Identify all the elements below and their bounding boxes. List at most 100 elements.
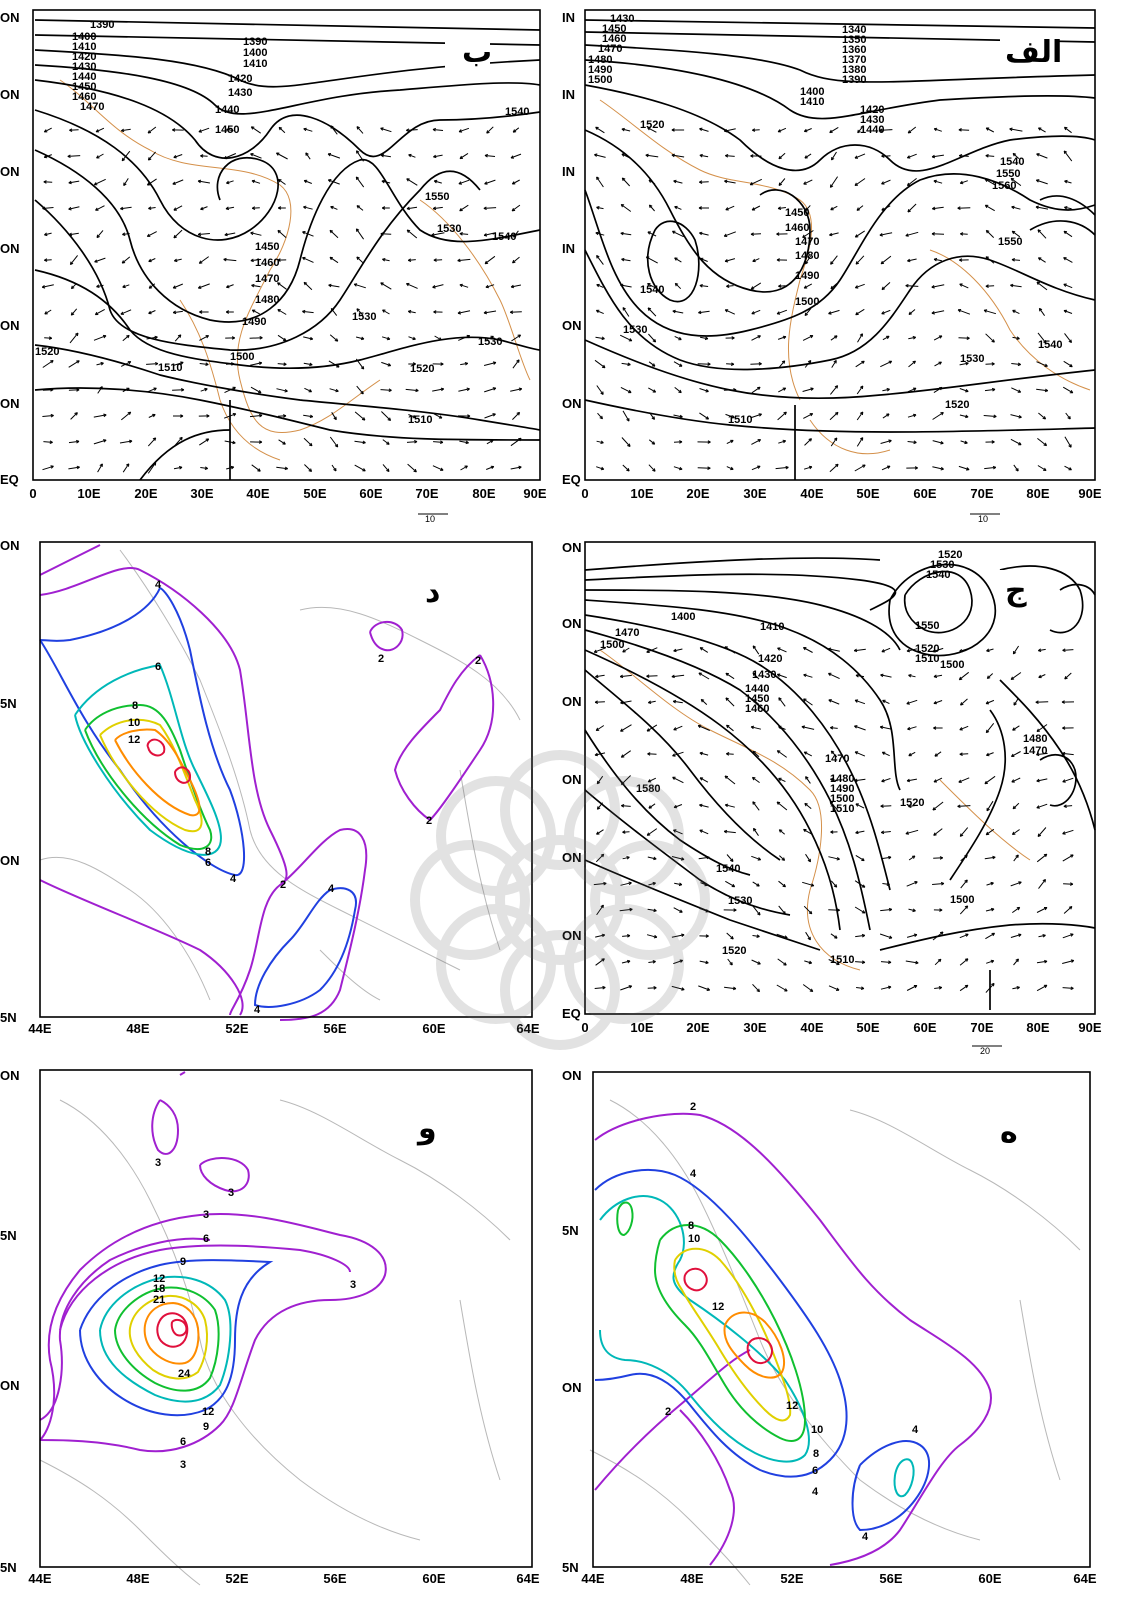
contour-labels: 1520 1530 1540 1400 1470 1500 1410 1420 … xyxy=(600,549,1047,966)
wind-vector xyxy=(726,724,734,732)
wind-vector-head xyxy=(223,155,228,160)
wind-vector-head xyxy=(757,386,761,391)
wind-vector xyxy=(907,726,917,730)
contour-label: 10 xyxy=(811,1424,823,1436)
wind-vector-head xyxy=(854,155,859,159)
wind-vector-head xyxy=(43,129,48,133)
wind-vector-head xyxy=(933,779,938,783)
wind-vector-head xyxy=(990,907,995,912)
wind-vector xyxy=(459,204,469,212)
wind-vector xyxy=(648,803,656,809)
contour-label: 2 xyxy=(690,1101,696,1113)
wind-vector-head xyxy=(414,439,418,444)
wind-vector xyxy=(620,232,632,236)
wind-vector-head xyxy=(1035,205,1039,210)
wind-vector-head xyxy=(1043,442,1048,447)
x-tick-label: 40E xyxy=(800,486,823,501)
wind-vector-head xyxy=(906,155,911,159)
y-tick-label: IN xyxy=(562,87,575,102)
wind-vector xyxy=(406,178,418,186)
x-tick-label: 56E xyxy=(323,1571,346,1586)
wind-vector-head xyxy=(302,309,306,314)
wind-vector xyxy=(147,387,157,393)
wind-vector xyxy=(250,153,262,159)
wind-vector xyxy=(752,129,760,131)
wind-vector-head xyxy=(856,207,861,211)
wind-vector-head xyxy=(652,468,656,472)
wind-vector xyxy=(44,154,52,158)
wind-vector xyxy=(329,436,339,448)
wind-vector xyxy=(485,284,495,288)
wind-vector-head xyxy=(991,362,995,366)
contour-labels: 2 4 8 10 12 12 10 8 6 4 4 4 2 xyxy=(665,1101,919,1543)
wind-vector xyxy=(830,255,838,265)
wind-vector xyxy=(881,205,891,211)
wind-vector xyxy=(854,880,866,888)
y-tick-labels: 5N ON 5N ON xyxy=(0,538,20,1025)
wind-vector xyxy=(830,727,838,729)
wind-vector-head xyxy=(699,803,703,808)
isolines xyxy=(594,1112,992,1566)
wind-vector-head xyxy=(595,674,599,679)
wind-vector-head xyxy=(232,413,237,417)
wind-vector xyxy=(460,362,468,366)
wind-vector-head xyxy=(886,335,890,340)
wind-vector xyxy=(724,309,736,315)
wind-vector-head xyxy=(459,232,463,236)
wind-vector-head xyxy=(223,257,227,262)
wind-vector xyxy=(596,255,604,265)
plot-frame xyxy=(32,9,541,481)
wind-vector-head xyxy=(433,154,437,159)
wind-vector xyxy=(671,985,685,991)
contour-label: 1410 xyxy=(800,96,824,108)
wind-vector-head xyxy=(1062,751,1066,756)
wind-vector xyxy=(249,337,263,339)
wind-vector-head xyxy=(782,439,787,444)
wind-vector xyxy=(932,412,944,420)
wind-vector xyxy=(726,753,734,755)
x-tick-label: 30E xyxy=(190,486,213,501)
wind-vector-head xyxy=(752,699,757,703)
wind-vector xyxy=(593,882,607,886)
wind-vector-head xyxy=(41,285,46,289)
wind-vector xyxy=(1011,206,1021,210)
wind-vector xyxy=(751,309,761,315)
wind-vector xyxy=(1010,438,1022,446)
wind-vector xyxy=(648,333,656,343)
wind-vector-head xyxy=(308,468,313,472)
wind-vector-head xyxy=(1012,727,1016,731)
wind-vector-head xyxy=(483,310,488,315)
wind-vector-head xyxy=(699,180,703,184)
wind-vector xyxy=(355,336,365,340)
wind-vector xyxy=(933,674,943,678)
wind-vector xyxy=(1036,853,1048,863)
wind-vector xyxy=(802,984,814,992)
wind-vector-head xyxy=(466,387,470,392)
wind-vector xyxy=(224,153,236,159)
wind-vector xyxy=(434,335,442,341)
wind-vector xyxy=(44,337,52,339)
wind-vector-head xyxy=(828,311,832,315)
wind-vector-head xyxy=(1017,389,1022,393)
wind-vector-head xyxy=(621,804,625,808)
wind-vector-head xyxy=(518,465,522,470)
wind-vector-head xyxy=(776,311,781,315)
contour-label: 1500 xyxy=(230,351,254,363)
wind-vector-head xyxy=(964,984,969,989)
wind-vector xyxy=(1036,752,1048,756)
wind-vector-head xyxy=(776,801,781,805)
wind-vector xyxy=(486,439,494,445)
wind-vector xyxy=(1012,309,1020,315)
wind-vector xyxy=(278,126,286,134)
wind-vector xyxy=(1011,387,1021,393)
y-tick-label: ON xyxy=(0,87,20,102)
wind-vector-head xyxy=(1063,309,1068,314)
wind-vector xyxy=(303,281,313,291)
wind-vector-head xyxy=(250,126,255,130)
contour-label: 1380 xyxy=(842,64,866,76)
wind-vector xyxy=(1012,829,1020,835)
wind-vector xyxy=(381,180,391,184)
wind-vector-head xyxy=(601,364,606,369)
wind-vector-head xyxy=(915,960,919,965)
contour-label: 1540 xyxy=(926,569,950,581)
